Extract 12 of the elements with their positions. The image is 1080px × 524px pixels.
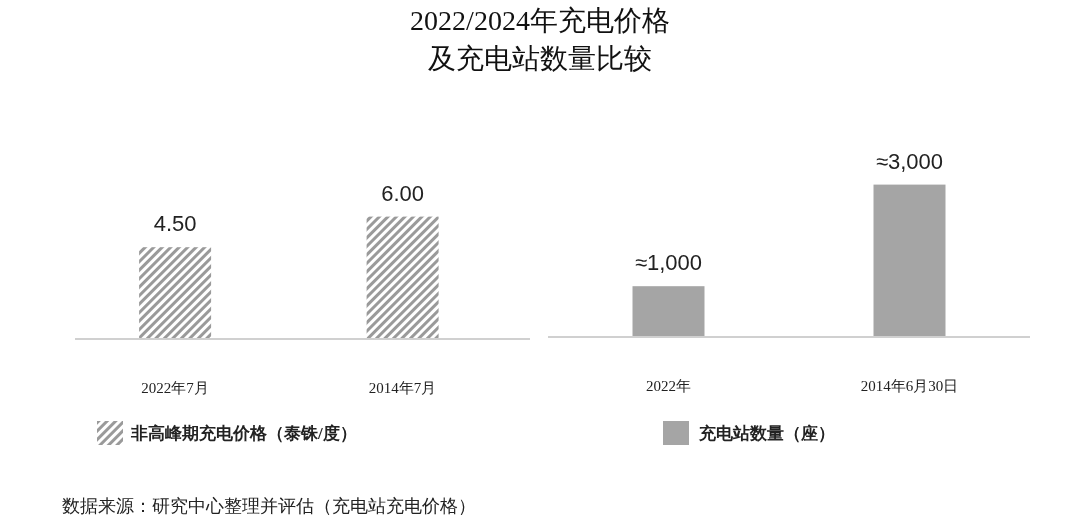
data-label: ≈1,000 <box>634 250 703 276</box>
data-label: 4.50 <box>153 211 197 237</box>
data-label: ≈3,000 <box>875 148 944 174</box>
x-tick-label: 2022年7月 <box>141 380 209 396</box>
source-note: 数据来源：研究中心整理并评估（充电站充电价格） <box>62 496 476 516</box>
x-tick-label: 2014年6月30日 <box>860 378 959 394</box>
legend-label: 充电站数量（座） <box>698 424 835 443</box>
chart-title: 2022/2024年充电价格及充电站数量比较 <box>410 5 670 74</box>
legend-label: 非高峰期充电价格（泰铢/度） <box>130 424 357 443</box>
x-tick-label: 2022年 <box>646 378 691 394</box>
x-tick-label: 2014年7月 <box>368 380 437 396</box>
data-label: 6.00 <box>381 180 425 206</box>
